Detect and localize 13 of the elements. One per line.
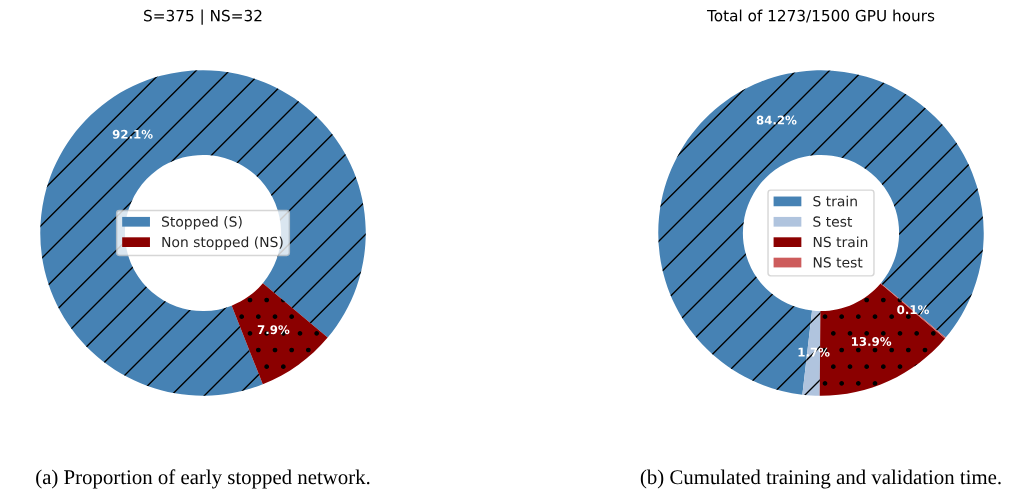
legend-label: NS train bbox=[813, 236, 868, 248]
text: (a) Proportion of early stopped network. bbox=[36, 469, 370, 489]
legend-label: Non stopped (NS) bbox=[162, 236, 283, 250]
text: (b) Cumulated training and validation time. bbox=[640, 469, 1001, 489]
data-label: 1.7% bbox=[798, 347, 830, 357]
legend-label: S test bbox=[813, 216, 853, 227]
legend-label: S train bbox=[813, 195, 857, 207]
legend-label: Stopped (S) bbox=[161, 216, 242, 230]
legend-label: NS test bbox=[813, 257, 863, 268]
chart-title: Total of 1273/1500 GPU hours bbox=[706, 9, 935, 23]
data-label: 13.9% bbox=[851, 337, 892, 346]
data-label: 7.9% bbox=[257, 325, 290, 335]
chart-title: S=375 | NS=32 bbox=[144, 9, 262, 25]
